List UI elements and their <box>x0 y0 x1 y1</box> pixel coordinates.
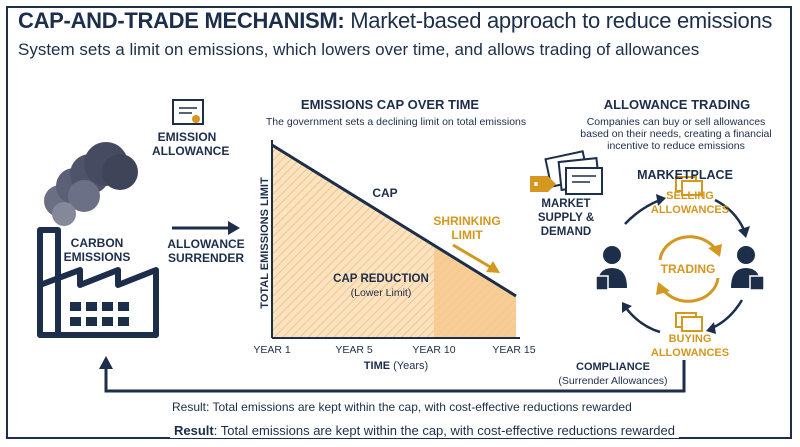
smoke-icon <box>44 142 138 226</box>
x-tick-label: YEAR 15 <box>492 344 536 356</box>
carbon-emissions-label: CARBON EMISSIONS <box>63 236 131 264</box>
seller-company-icon <box>595 246 627 291</box>
factory-windows-icon <box>70 302 129 326</box>
outer-frame <box>6 6 792 439</box>
trading-description: Companies can buy or sell allowances base… <box>580 116 772 152</box>
compliance-label: COMPLIANCE (Surrender Allowances) <box>558 361 668 387</box>
x-axis-label: TIME (Years) <box>363 360 429 372</box>
selling-certificates-icon <box>675 176 703 196</box>
trading-center-label: TRADING <box>660 262 716 276</box>
chart-title: EMISSIONS CAP OVER TIME <box>300 97 480 112</box>
surrender-arrow <box>172 221 240 235</box>
cap-line <box>271 143 517 298</box>
x-tick-label: YEAR 1 <box>253 344 291 356</box>
shrinking-arrow <box>452 243 500 273</box>
allowance-surrender-label: ALLOWANCE SURRENDER <box>167 237 245 265</box>
buying-certificates-icon <box>675 312 703 332</box>
cap-reduction-label: CAP REDUCTION (Lower Limit) <box>333 273 429 299</box>
emission-allowance-label: EMISSION ALLOWANCE <box>152 130 230 158</box>
cap-chart <box>271 140 520 339</box>
certificate-icon <box>172 99 204 125</box>
factory-icon <box>37 227 159 338</box>
cycle-arrows <box>624 198 746 334</box>
marketplace-label: MARKETPLACE <box>637 168 733 182</box>
compliance-return-arrow <box>104 360 686 393</box>
page-subtitle: System sets a limit on emissions, which … <box>18 40 700 59</box>
cap-reduction-area <box>434 246 516 338</box>
shrinking-limit-label: SHRINKING LIMIT <box>433 214 501 242</box>
cap-line-label: CAP <box>372 186 398 200</box>
page-title: CAP-AND-TRADE MECHANISM: Market-based ap… <box>16 8 779 34</box>
chart-subtitle: The government sets a declining limit on… <box>265 116 527 128</box>
buying-allowances-label: BUYING ALLOWANCES <box>650 333 730 359</box>
x-tick-label: YEAR 10 <box>412 344 456 356</box>
market-supply-demand-label: MARKET SUPPLY & DEMAND <box>537 198 595 238</box>
y-axis-label: TOTAL EMISSIONS LIMIT <box>259 177 271 309</box>
x-tick-label: YEAR 5 <box>335 344 373 356</box>
selling-allowances-label: SELLING ALLOWANCES <box>650 190 730 216</box>
buyer-company-icon <box>731 246 765 291</box>
result-footer: Result: Total emissions are kept within … <box>170 423 679 438</box>
allowance-tags-icon <box>530 150 603 195</box>
trading-title: ALLOWANCE TRADING <box>603 97 751 112</box>
trading-cycle-icon <box>658 235 720 303</box>
result-text: Result: Total emissions are kept within … <box>172 400 632 414</box>
